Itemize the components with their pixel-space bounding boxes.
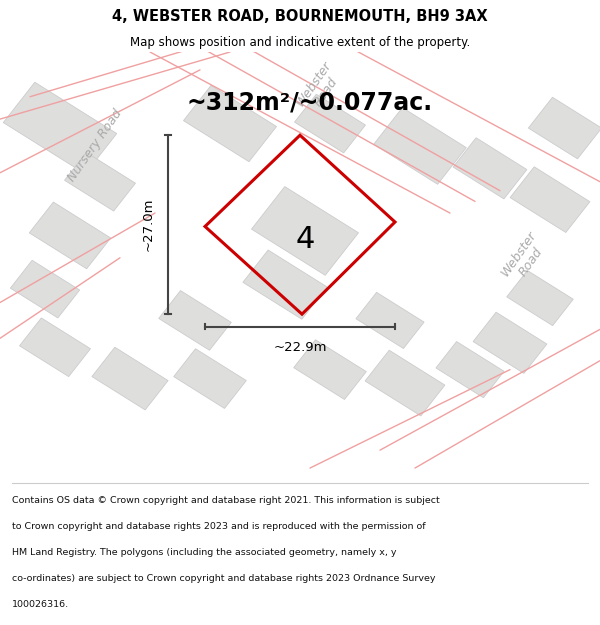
Polygon shape bbox=[356, 292, 424, 349]
Text: 100026316.: 100026316. bbox=[12, 600, 69, 609]
Text: 4: 4 bbox=[295, 226, 314, 254]
Text: 4, WEBSTER ROAD, BOURNEMOUTH, BH9 3AX: 4, WEBSTER ROAD, BOURNEMOUTH, BH9 3AX bbox=[112, 9, 488, 24]
Text: Nursery Road: Nursery Road bbox=[65, 107, 125, 184]
Text: Map shows position and indicative extent of the property.: Map shows position and indicative extent… bbox=[130, 36, 470, 49]
Text: HM Land Registry. The polygons (including the associated geometry, namely x, y: HM Land Registry. The polygons (includin… bbox=[12, 548, 397, 557]
Polygon shape bbox=[529, 98, 600, 159]
Polygon shape bbox=[507, 271, 573, 326]
Text: ~22.9m: ~22.9m bbox=[273, 341, 327, 354]
Polygon shape bbox=[20, 318, 91, 377]
Text: co-ordinates) are subject to Crown copyright and database rights 2023 Ordnance S: co-ordinates) are subject to Crown copyr… bbox=[12, 574, 436, 583]
Text: to Crown copyright and database rights 2023 and is reproduced with the permissio: to Crown copyright and database rights 2… bbox=[12, 522, 425, 531]
Polygon shape bbox=[184, 86, 277, 162]
Polygon shape bbox=[251, 187, 358, 275]
Polygon shape bbox=[295, 94, 365, 153]
Polygon shape bbox=[365, 350, 445, 416]
Polygon shape bbox=[3, 82, 117, 174]
Polygon shape bbox=[10, 260, 80, 318]
Polygon shape bbox=[473, 312, 547, 373]
Polygon shape bbox=[436, 341, 504, 398]
Polygon shape bbox=[174, 349, 246, 408]
Polygon shape bbox=[294, 340, 366, 399]
Polygon shape bbox=[159, 291, 231, 350]
Text: ~27.0m: ~27.0m bbox=[142, 198, 155, 251]
Text: Webster
Road: Webster Road bbox=[499, 228, 551, 288]
Polygon shape bbox=[243, 250, 327, 319]
Polygon shape bbox=[374, 107, 466, 184]
Polygon shape bbox=[453, 138, 527, 199]
Text: Contains OS data © Crown copyright and database right 2021. This information is : Contains OS data © Crown copyright and d… bbox=[12, 496, 440, 505]
Text: ~312m²/~0.077ac.: ~312m²/~0.077ac. bbox=[187, 91, 433, 114]
Polygon shape bbox=[29, 202, 111, 269]
Text: Webster
Road: Webster Road bbox=[293, 58, 346, 118]
Polygon shape bbox=[65, 152, 136, 211]
Polygon shape bbox=[510, 167, 590, 232]
Polygon shape bbox=[92, 348, 168, 410]
